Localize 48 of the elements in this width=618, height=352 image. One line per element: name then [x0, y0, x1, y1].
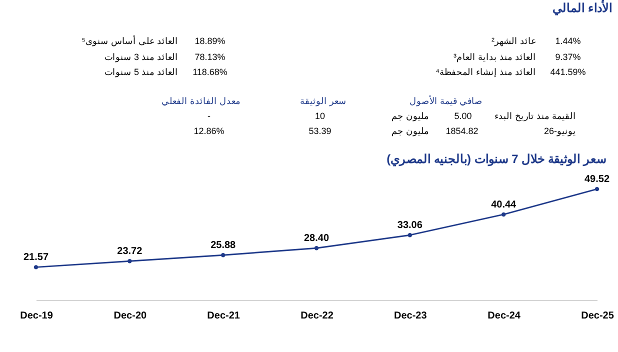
text: صافي قيمة الأصول: [409, 95, 483, 107]
point: [408, 232, 412, 238]
x-tick-label: Dec-20: [114, 310, 147, 322]
text: 441.59%: [550, 67, 586, 77]
point: [34, 265, 38, 270]
text: القيمة منذ تاريخ البدء: [494, 111, 576, 122]
text: 1.44%: [555, 36, 581, 46]
text: العائد على أساس سنوى⁵: [82, 34, 178, 47]
text: 1854.82: [446, 126, 478, 136]
x-tick-label: Dec-22: [300, 310, 334, 322]
point: [314, 246, 319, 250]
text: 53.39: [308, 126, 332, 136]
data-label: 21.57: [23, 252, 49, 264]
text: عائد الشهر²: [491, 36, 536, 47]
text: -: [208, 111, 210, 121]
data-label: 28.40: [304, 233, 330, 244]
data-label: 40.44: [491, 199, 517, 210]
data-label: 33.06: [397, 220, 423, 232]
point: [128, 259, 132, 264]
text: الأداء المالي: [552, 0, 612, 16]
text: مليون جم: [391, 126, 429, 137]
text: 78.13%: [194, 52, 226, 62]
text: العائد منذ 5 سنوات: [104, 67, 178, 78]
text: 12.86%: [194, 126, 224, 136]
text: العائد منذ 3 سنوات: [104, 52, 178, 63]
x-tick-label: Dec-21: [207, 310, 240, 322]
data-label: 23.72: [117, 246, 143, 258]
text: يونيو-26: [544, 126, 576, 137]
text: 118.68%: [192, 67, 228, 77]
point: [220, 253, 226, 258]
x-tick-label: Dec-19: [20, 310, 54, 322]
text: 5.00: [454, 111, 472, 121]
text: سعر الوثيقة: [300, 96, 346, 107]
text: 18.89%: [194, 36, 226, 46]
chart-title: سعر الوثيقة خلال 7 سنوات (بالجنيه المصري): [386, 152, 606, 168]
text: 9.37%: [555, 52, 581, 62]
text: 10: [314, 111, 326, 121]
text: العائد منذ إنشاء المحفظة⁴: [436, 67, 536, 78]
point: [501, 212, 506, 217]
data-label: 25.88: [210, 240, 236, 252]
text: العائد منذ بداية العام³: [453, 52, 536, 63]
x-tick-label: Dec-23: [394, 310, 428, 322]
text: معدل الفائدة الفعلي: [161, 96, 241, 106]
data-label: 49.52: [584, 174, 610, 186]
text: مليون جم: [391, 111, 429, 122]
point: [594, 186, 600, 192]
x-tick-label: Dec-25: [581, 310, 614, 322]
x-tick-label: Dec-24: [488, 310, 521, 322]
